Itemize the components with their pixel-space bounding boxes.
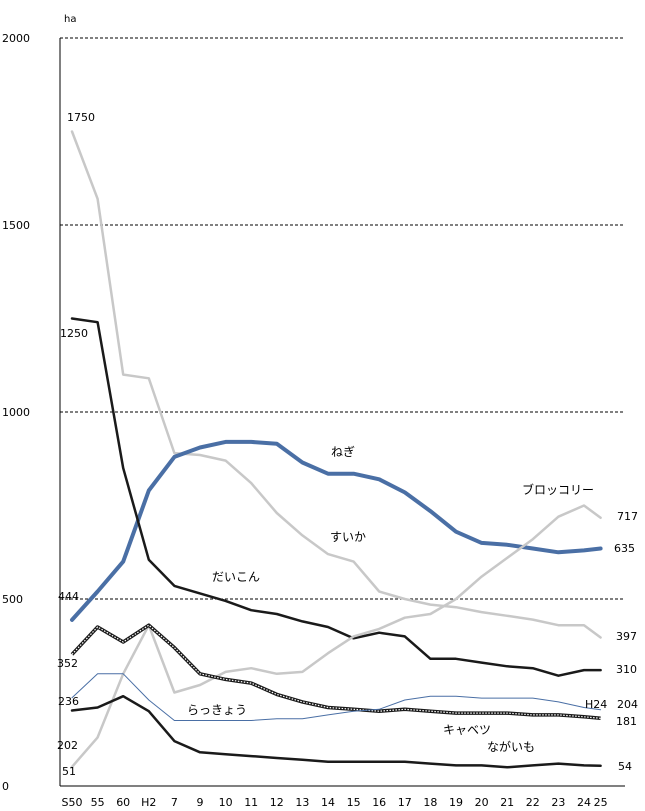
x-tick-label-12: 16: [372, 796, 386, 809]
unit-label: ha: [64, 14, 76, 25]
x-axis-ticks: S50 55 60 H2 7 9 10 11 12 13 14 15 16 17 18 19 20 21 22 23 2…: [62, 796, 608, 809]
end-label-3: 310: [616, 663, 637, 676]
x-tick-label-13: 17: [398, 796, 412, 809]
axes: [59, 38, 625, 787]
x-tick-label-7: 11: [244, 796, 258, 809]
x-tick-label-10: 14: [321, 796, 335, 809]
series-label-2: だいこん: [212, 570, 260, 584]
series-label-4: らっきょう: [187, 703, 247, 717]
series-line-4-base: [70, 623, 601, 721]
x-tick-label-9: 13: [295, 796, 309, 809]
x-tick-label-1: 55: [91, 796, 105, 809]
end-label-6: 54: [618, 760, 632, 773]
start-label-4: 236: [58, 695, 79, 708]
start-label-2: 444: [58, 590, 79, 603]
y-tick-label-500: 500: [2, 593, 23, 606]
start-label-0: 1750: [67, 111, 95, 124]
y-tick-label-1500: 1500: [2, 219, 30, 232]
x-tick-label-15: 19: [449, 796, 463, 809]
x-tick-label-2: 60: [116, 796, 130, 809]
y-tick-label-1000: 1000: [2, 406, 30, 419]
x-tick-label-14: 18: [423, 796, 437, 809]
x-tick-label-21: 25: [594, 796, 608, 809]
end-label-0: 717: [617, 510, 638, 523]
series-line-3: [70, 504, 602, 769]
start-label-6: 51: [62, 765, 76, 778]
series-line-6: [70, 694, 602, 769]
x-tick-label-19: 23: [551, 796, 565, 809]
x-tick-label-18: 22: [526, 796, 540, 809]
x-tick-label-6: 10: [219, 796, 233, 809]
series-label-0: ねぎ: [331, 445, 355, 459]
h24-label: H24: [585, 698, 607, 711]
end-label-1: 635: [614, 542, 635, 555]
start-label-1: 1250: [60, 327, 88, 340]
x-tick-label-11: 15: [347, 796, 361, 809]
series-line-4-dots: [71, 624, 601, 719]
series-line-0: [70, 130, 602, 639]
x-tick-label-3: H2: [141, 796, 156, 809]
x-tick-label-4: 7: [171, 796, 178, 809]
series-label-6: ながいも: [487, 739, 535, 754]
x-tick-label-0: S50: [62, 796, 83, 809]
x-tick-label-17: 21: [500, 796, 514, 809]
series-line-2: [70, 317, 602, 677]
start-label-5: 202: [57, 739, 78, 752]
end-label-5: 181: [616, 715, 637, 728]
x-tick-label-5: 9: [197, 796, 204, 809]
series-line-5: [71, 673, 602, 721]
y-tick-label-2000: 2000: [2, 32, 30, 45]
grid-lines: [60, 37, 625, 600]
series-line-1: [70, 439, 603, 622]
series-label-5: キャベツ: [443, 723, 491, 737]
series-label-3: ブロッコリー: [522, 482, 594, 497]
series-lines: [70, 130, 603, 769]
series-label-1: すいか: [330, 530, 366, 544]
x-tick-label-20: 24: [577, 796, 591, 809]
y-tick-label-0: 0: [2, 780, 9, 793]
start-label-3: 352: [57, 657, 78, 670]
end-label-4: 204: [617, 698, 638, 711]
y-axis-ticks: 0 500 1000 1500 2000: [2, 32, 30, 793]
x-tick-label-8: 12: [270, 796, 284, 809]
end-label-2: 397: [616, 630, 637, 643]
x-tick-label-16: 20: [475, 796, 489, 809]
